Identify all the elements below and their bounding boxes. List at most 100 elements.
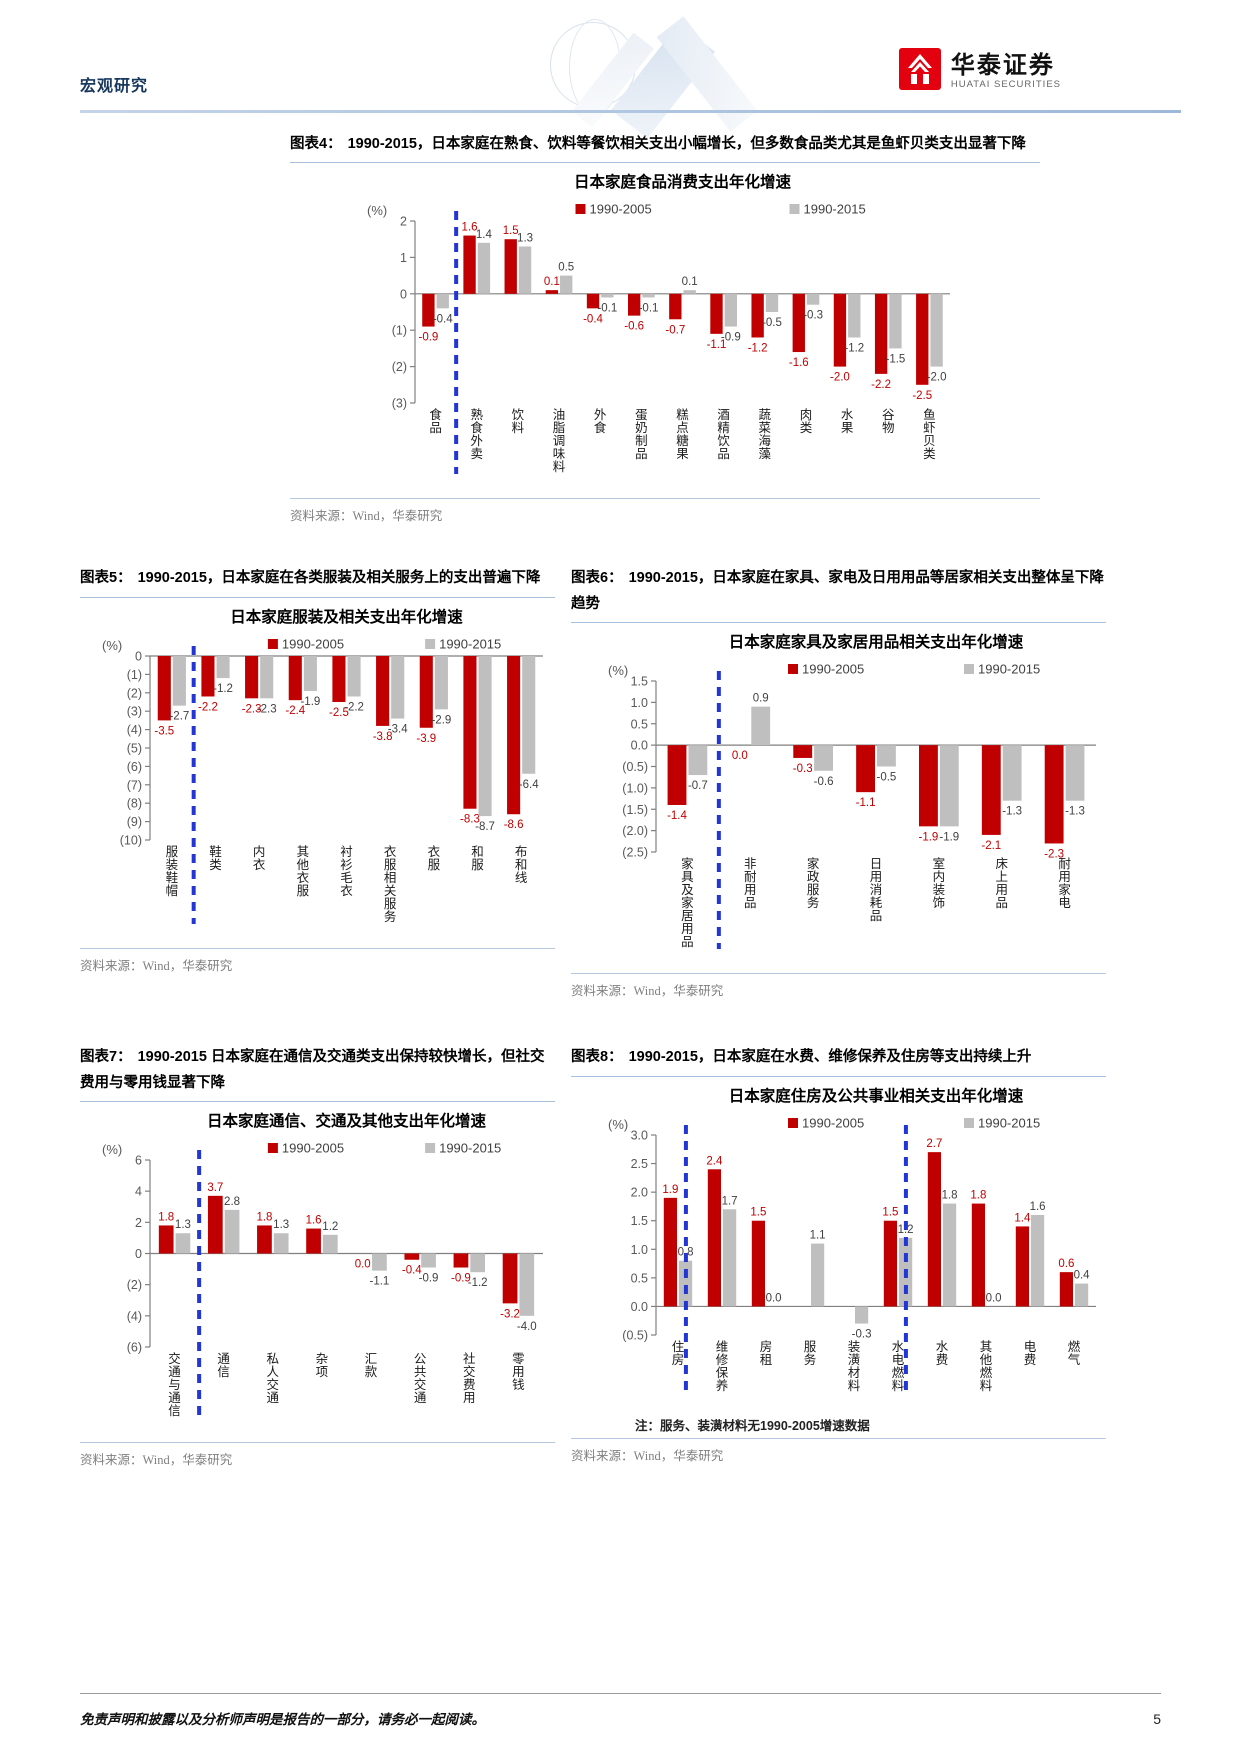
svg-text:-3.8: -3.8 (373, 731, 393, 743)
figure-5-label: 图表5： (80, 570, 132, 587)
svg-text:鞋类: 鞋类 (209, 844, 222, 872)
svg-text:-0.5: -0.5 (762, 317, 782, 329)
svg-text:-2.7: -2.7 (169, 710, 189, 722)
figure-5-source: 资料来源：Wind，华泰研究 (80, 947, 555, 974)
svg-text:1990-2005: 1990-2005 (802, 1115, 864, 1130)
figure-8-label: 图表8： (571, 1049, 623, 1066)
svg-text:2.4: 2.4 (706, 1155, 723, 1167)
svg-text:布和线: 布和线 (515, 845, 528, 885)
svg-text:鱼虾贝类: 鱼虾贝类 (923, 408, 936, 461)
svg-text:-0.1: -0.1 (639, 303, 659, 315)
svg-text:-1.2: -1.2 (748, 343, 768, 355)
svg-text:-0.7: -0.7 (665, 325, 685, 337)
svg-text:-1.6: -1.6 (789, 357, 809, 369)
svg-text:0.5: 0.5 (631, 717, 648, 731)
svg-text:日本家庭家具及家居用品相关支出年化增速: 日本家庭家具及家居用品相关支出年化增速 (729, 632, 1024, 651)
svg-text:-2.5: -2.5 (329, 707, 349, 719)
svg-text:2.7: 2.7 (926, 1138, 942, 1150)
svg-text:-8.7: -8.7 (475, 821, 495, 833)
svg-text:3.7: 3.7 (207, 1182, 223, 1194)
svg-text:0.0: 0.0 (986, 1292, 1002, 1304)
svg-text:(4): (4) (127, 723, 142, 737)
svg-text:1.3: 1.3 (175, 1219, 191, 1231)
svg-text:-1.2: -1.2 (213, 683, 233, 695)
svg-text:外食: 外食 (594, 408, 607, 435)
svg-text:糕点糖果: 糕点糖果 (676, 408, 689, 461)
svg-text:0.0: 0.0 (355, 1258, 371, 1270)
svg-text:(%): (%) (367, 203, 387, 218)
figure-7-label: 图表7： (80, 1049, 132, 1066)
svg-text:-0.3: -0.3 (852, 1328, 872, 1340)
figure-8-note: 注：服务、装潢材料无1990-2005增速数据 (635, 1418, 870, 1433)
svg-text:服装鞋帽: 服装鞋帽 (166, 845, 179, 898)
figure-8: 图表8： 1990-2015，日本家庭在水费、维修保养及住房等支出持续上升 日本家… (571, 1045, 1106, 1468)
svg-text:-2.5: -2.5 (912, 390, 932, 402)
svg-text:0.0: 0.0 (631, 739, 648, 753)
svg-text:1.5: 1.5 (631, 675, 648, 689)
svg-text:3.0: 3.0 (631, 1128, 648, 1142)
svg-text:-0.4: -0.4 (583, 314, 603, 326)
svg-text:其他衣服: 其他衣服 (297, 845, 310, 898)
svg-text:1.4: 1.4 (476, 229, 493, 241)
svg-text:家政服务: 家政服务 (807, 856, 820, 910)
svg-text:(7): (7) (127, 778, 142, 792)
svg-text:室内装饰: 室内装饰 (933, 856, 946, 910)
figure-7-caption: 图表7： 1990-2015 日本家庭在通信及交通类支出保持较快增长，但社交费用与… (80, 1045, 555, 1102)
svg-text:1990-2005: 1990-2005 (282, 1140, 344, 1155)
svg-text:日本家庭通信、交通及其他支出年化增速: 日本家庭通信、交通及其他支出年化增速 (207, 1111, 487, 1130)
svg-text:-2.3: -2.3 (242, 703, 262, 715)
svg-text:油脂调味料: 油脂调味料 (553, 408, 566, 474)
svg-text:(4): (4) (127, 1309, 142, 1323)
svg-text:-6.4: -6.4 (519, 779, 539, 791)
figure-6-caption: 图表6： 1990-2015，日本家庭在家具、家电及日用用品等居家相关支出整体呈下… (571, 566, 1106, 624)
svg-text:-1.2: -1.2 (468, 1277, 488, 1289)
svg-text:汇款: 汇款 (365, 1352, 378, 1379)
svg-text:1: 1 (400, 251, 407, 265)
svg-text:水电燃料: 水电燃料 (892, 1340, 905, 1393)
svg-text:-0.1: -0.1 (597, 303, 617, 315)
svg-text:1.5: 1.5 (631, 1214, 648, 1228)
svg-text:1990-2015: 1990-2015 (439, 1140, 501, 1155)
svg-text:-1.3: -1.3 (1002, 806, 1022, 818)
svg-text:通信: 通信 (217, 1352, 230, 1379)
huatai-logo-icon (898, 48, 941, 95)
chart-food-spending: 日本家庭食品消费支出年化增速 (%) 1990-2005 1990-2015 2 1 0 (1… (290, 169, 1040, 494)
svg-text:1.8: 1.8 (256, 1211, 272, 1223)
svg-text:非耐用品: 非耐用品 (744, 857, 757, 910)
chart-transport-communication-spending: 日本家庭通信、交通及其他支出年化增速 (%) 1990-2005 1990-2015 6… (80, 1108, 555, 1438)
svg-text:-3.4: -3.4 (388, 723, 408, 735)
svg-text:-8.3: -8.3 (460, 813, 480, 825)
svg-text:床上用品: 床上用品 (995, 857, 1008, 910)
svg-text:(5): (5) (127, 741, 142, 755)
svg-text:-2.3: -2.3 (257, 703, 277, 715)
svg-text:1.0: 1.0 (631, 696, 648, 710)
svg-text:服务: 服务 (804, 1340, 817, 1367)
page-number: 5 (1153, 1711, 1161, 1727)
svg-text:-3.5: -3.5 (154, 725, 174, 737)
svg-text:-0.9: -0.9 (418, 332, 438, 344)
svg-text:-8.6: -8.6 (504, 819, 524, 831)
chart-housing-utilities-spending: 日本家庭住房及公共事业相关支出年化增速 (%) 1990-2005 1990-2015… (571, 1083, 1106, 1413)
svg-text:0.1: 0.1 (544, 277, 560, 289)
svg-text:0: 0 (135, 1247, 142, 1261)
svg-text:-0.4: -0.4 (402, 1265, 422, 1277)
svg-text:1.4: 1.4 (1014, 1212, 1031, 1224)
svg-text:6: 6 (135, 1153, 142, 1167)
svg-text:2: 2 (135, 1216, 142, 1230)
figure-8-source: 资料来源：Wind，华泰研究 (571, 1437, 1106, 1464)
svg-text:日本家庭食品消费支出年化增速: 日本家庭食品消费支出年化增速 (574, 172, 792, 191)
svg-text:0: 0 (400, 288, 407, 302)
svg-text:(1): (1) (392, 324, 407, 338)
brand-name-en: HUATAI SECURITIES (950, 78, 1061, 90)
svg-text:0: 0 (135, 649, 142, 663)
svg-text:-1.5: -1.5 (886, 354, 906, 366)
svg-text:1.5: 1.5 (882, 1206, 898, 1218)
svg-text:1990-2015: 1990-2015 (978, 662, 1040, 677)
svg-text:1.6: 1.6 (462, 222, 478, 234)
report-section-label: 宏观研究 (80, 78, 149, 95)
svg-text:0.0: 0.0 (732, 750, 748, 762)
svg-text:2.0: 2.0 (631, 1185, 648, 1199)
svg-text:和服: 和服 (471, 845, 484, 872)
svg-text:-3.2: -3.2 (500, 1308, 520, 1320)
svg-text:1990-2005: 1990-2005 (590, 202, 652, 217)
